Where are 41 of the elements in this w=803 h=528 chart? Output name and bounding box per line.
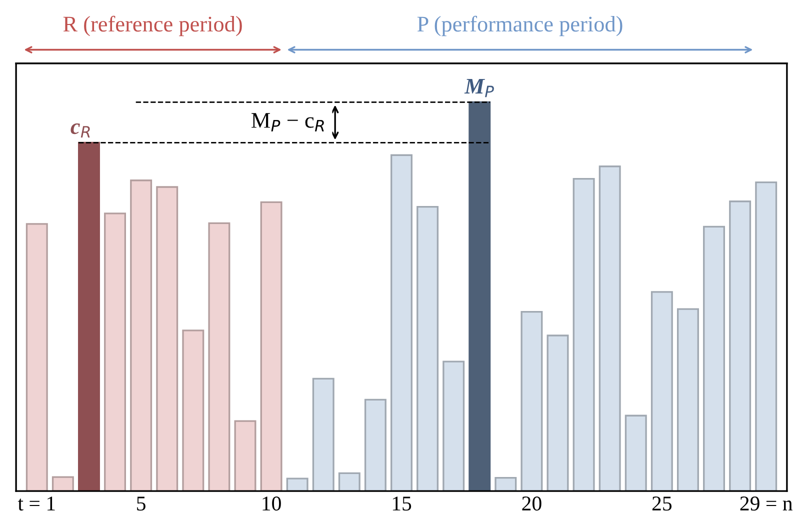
x-tick-label: 15 [392,496,412,511]
bar [624,414,647,492]
bar [572,178,595,492]
bar [676,308,699,492]
x-tick-label: 20 [522,496,542,511]
bar [338,472,360,492]
bar [520,310,543,492]
bar [286,478,308,492]
bar [364,398,386,492]
bar [390,154,412,492]
text: R (reference period) [63,16,242,36]
x-tick-label: 29 = n [740,496,792,511]
bar [755,182,778,492]
x-tick-label: t = 1 [18,496,55,511]
bar [416,206,439,492]
annotation: M$_{P}$ [464,78,494,98]
bar [598,166,621,492]
bar [703,226,726,492]
bar [729,200,752,492]
x-tick-label: 25 [652,496,672,511]
bar [468,101,491,492]
annotation: c$_{R}$ [70,123,90,138]
annotation: M$_{P}$ − c$_{R}$ [252,113,324,132]
x-tick-label: 10 [262,496,281,511]
bar [234,420,256,492]
bar [494,476,517,492]
bar [442,360,465,492]
bar [312,378,334,492]
text: P (performance period) [417,16,622,36]
bar [260,201,282,492]
bar [52,476,74,492]
bar [208,222,230,492]
bar [26,223,48,492]
bar [546,334,569,492]
bar [78,142,100,492]
bar [156,186,178,492]
x-tick-label: 5 [137,496,146,511]
bar [130,180,152,492]
bar [104,212,126,492]
bar [650,291,673,492]
bar [182,330,204,492]
